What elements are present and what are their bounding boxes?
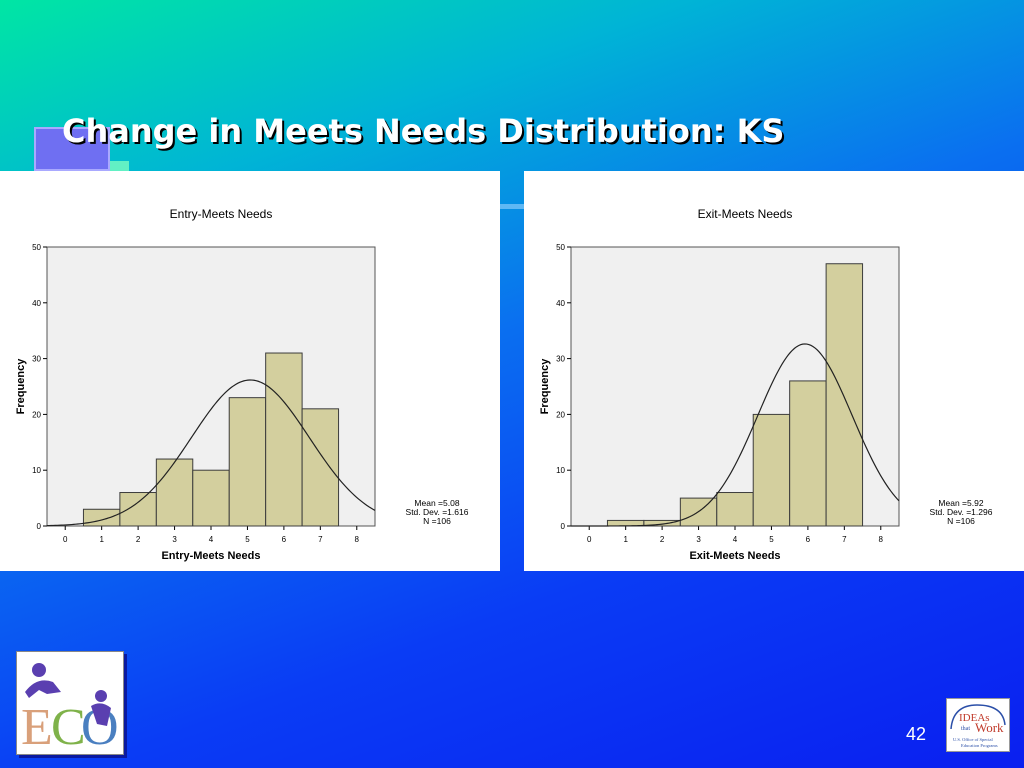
stats-line: Mean =5.92	[938, 498, 983, 508]
ideas-that-work-logo: IDEAs that Work U.S. Office of Special E…	[946, 698, 1010, 752]
decorative-bar	[500, 204, 524, 209]
svg-text:E: E	[21, 699, 53, 754]
histogram-bar	[82, 508, 121, 527]
y-tick-label: 20	[32, 410, 41, 419]
normal-curve	[46, 379, 376, 527]
entry-histogram: Entry-Meets Needs 0 10 20 30 40 50 0 1 2 3 4 5 6 7 8 Ent…	[15, 207, 469, 562]
x-axis-label: Entry-Meets Needs	[161, 550, 260, 562]
y-tick-label: 40	[556, 299, 565, 308]
stats-line: Std. Dev. =1.296	[930, 507, 993, 517]
chart-title: Exit-Meets Needs	[698, 207, 793, 221]
histogram-bar	[192, 469, 230, 527]
entry-histogram-panel: Entry-Meets Needs 0 10 20 30 40 50 0 1 2 3 4 5 6 7 8 Ent…	[0, 171, 500, 571]
x-tick-label: 5	[769, 535, 774, 544]
histogram-bar	[716, 492, 754, 527]
svg-text:IDEAs: IDEAs	[959, 712, 990, 724]
histogram-bar	[228, 397, 267, 527]
x-tick-label: 0	[587, 535, 592, 544]
y-axis-label: Frequency	[15, 358, 27, 415]
eco-logo: E C O	[16, 651, 124, 755]
x-tick-label: 7	[318, 535, 323, 544]
decorative-square-small	[110, 161, 129, 171]
y-tick-label: 0	[37, 522, 42, 531]
stats-line: N =106	[423, 516, 451, 526]
stats-line: Mean =5.08	[414, 498, 459, 508]
histogram-bar	[119, 492, 157, 527]
x-tick-label: 2	[660, 535, 665, 544]
svg-text:Education Programs: Education Programs	[961, 743, 998, 748]
chart-title: Entry-Meets Needs	[170, 207, 273, 221]
y-tick-label: 30	[32, 355, 41, 364]
y-tick-label: 30	[556, 355, 565, 364]
x-tick-label: 0	[63, 535, 68, 544]
y-tick-label: 50	[556, 243, 565, 252]
decorative-square	[34, 127, 110, 171]
x-tick-label: 1	[623, 535, 628, 544]
histogram-bar	[301, 408, 340, 527]
x-tick-label: 4	[733, 535, 738, 544]
histogram-bar	[789, 380, 827, 527]
exit-histogram: Exit-Meets Needs 0 10 20 30 40 50 0 1 2 3 4 5 6 7 8 Exit…	[539, 207, 993, 562]
x-tick-label: 8	[879, 535, 884, 544]
svg-text:Work: Work	[975, 720, 1004, 735]
x-tick-label: 2	[136, 535, 141, 544]
histogram-bar	[825, 263, 864, 527]
stats-line: Std. Dev. =1.616	[406, 507, 469, 517]
slide-title: Change in Meets Needs Distribution: KS	[62, 112, 785, 150]
histogram-bar	[155, 458, 194, 527]
x-tick-label: 4	[209, 535, 214, 544]
y-tick-label: 0	[561, 522, 566, 531]
x-axis-label: Exit-Meets Needs	[689, 550, 780, 562]
x-tick-label: 7	[842, 535, 847, 544]
svg-text:that: that	[961, 726, 970, 732]
x-tick-label: 3	[172, 535, 177, 544]
svg-text:U.S. Office of Special: U.S. Office of Special	[953, 737, 994, 742]
x-tick-label: 6	[806, 535, 811, 544]
x-tick-label: 3	[696, 535, 701, 544]
svg-text:C: C	[51, 699, 86, 754]
y-tick-label: 20	[556, 410, 565, 419]
histogram-bar	[752, 413, 791, 527]
y-tick-label: 40	[32, 299, 41, 308]
y-tick-label: 10	[32, 466, 41, 475]
stats-line: N =106	[947, 516, 975, 526]
x-tick-label: 6	[282, 535, 287, 544]
x-tick-label: 1	[99, 535, 104, 544]
normal-curve	[571, 343, 900, 527]
page-number: 42	[906, 724, 927, 744]
y-tick-label: 10	[556, 466, 565, 475]
exit-histogram-panel: Exit-Meets Needs 0 10 20 30 40 50 0 1 2 3 4 5 6 7 8 Exit…	[524, 171, 1024, 571]
x-tick-label: 5	[245, 535, 250, 544]
histogram-bar	[265, 352, 303, 527]
x-tick-label: 8	[355, 535, 360, 544]
y-tick-label: 50	[32, 243, 41, 252]
y-axis-label: Frequency	[539, 358, 551, 415]
